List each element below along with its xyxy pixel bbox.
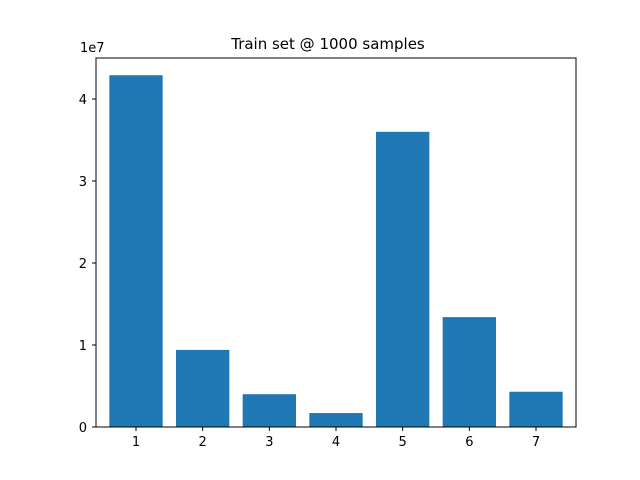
- x-tick-label: 6: [465, 435, 473, 450]
- x-tick-label: 7: [532, 435, 540, 450]
- bar-7: [509, 391, 563, 427]
- bars-group: [109, 75, 563, 428]
- x-axis: 1 2 3 4 5 6 7: [132, 427, 540, 450]
- y-tick-label: 4: [79, 93, 87, 108]
- bar-6: [442, 317, 496, 427]
- bar-3: [242, 394, 296, 427]
- y-tick-label: 1: [79, 339, 87, 354]
- bar-2: [176, 349, 230, 427]
- x-tick-label: 4: [332, 435, 340, 450]
- x-tick-label: 5: [399, 435, 407, 450]
- plot-frame: [95, 57, 577, 428]
- x-tick-label: 3: [265, 435, 273, 450]
- bar-5: [376, 131, 430, 428]
- chart-title: Train set @ 1000 samples: [230, 35, 425, 53]
- bar-1: [109, 75, 163, 427]
- y-axis-offset-label: 1e7: [80, 41, 105, 56]
- x-tick-label: 2: [199, 435, 207, 450]
- y-tick-label: 2: [79, 257, 87, 272]
- y-axis: 0 1 2 3 4: [79, 93, 96, 436]
- x-tick-label: 1: [132, 435, 140, 450]
- y-tick-label: 3: [79, 175, 87, 190]
- y-tick-label: 0: [79, 421, 87, 436]
- bar-4: [309, 413, 363, 427]
